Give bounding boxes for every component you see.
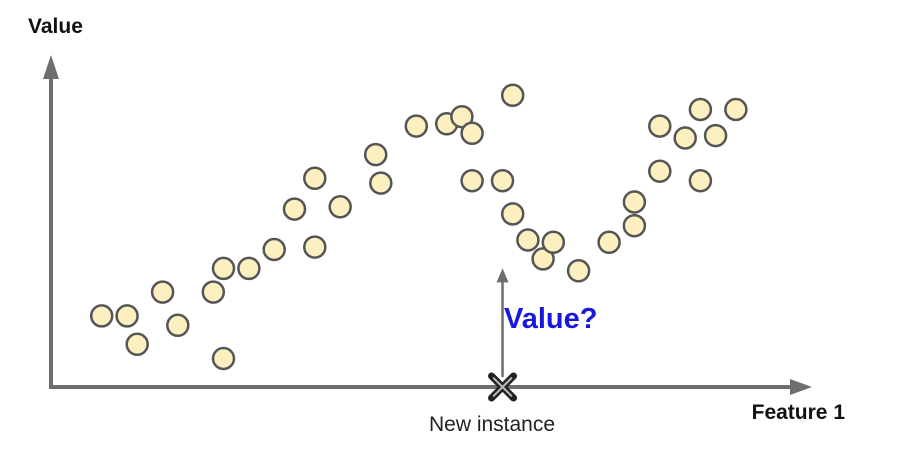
data-point: [166, 313, 190, 338]
data-points: [89, 83, 748, 371]
value-question-label: Value?: [504, 303, 598, 335]
data-point: [460, 121, 484, 146]
data-point: [703, 123, 728, 148]
data-point: [460, 168, 484, 193]
data-point: [688, 97, 713, 122]
new-instance-label: New instance: [429, 413, 555, 436]
data-point: [89, 304, 114, 328]
data-point: [500, 202, 525, 226]
data-point: [566, 259, 591, 283]
data-point: [500, 83, 525, 108]
data-point: [115, 304, 139, 328]
data-point: [622, 190, 647, 214]
query-arrowhead: [496, 268, 509, 283]
data-point: [404, 114, 429, 138]
x-axis-arrowhead: [790, 379, 812, 395]
data-point: [282, 197, 307, 221]
data-point: [262, 237, 286, 262]
data-point: [673, 126, 697, 150]
data-point: [541, 230, 566, 255]
data-point: [211, 346, 236, 371]
data-point: [328, 195, 352, 219]
data-point: [531, 247, 555, 271]
y-axis-arrowhead: [43, 55, 59, 79]
data-point: [688, 168, 713, 193]
data-point: [516, 228, 540, 252]
data-point: [369, 171, 393, 195]
data-point: [450, 104, 474, 129]
data-point: [597, 230, 621, 255]
data-point: [237, 256, 261, 281]
data-point: [490, 168, 515, 193]
data-point: [648, 114, 672, 138]
data-point: [125, 332, 149, 357]
new-instance-marker: [488, 372, 518, 402]
data-point: [201, 280, 226, 304]
data-point: [303, 166, 327, 191]
x-axis-label: Feature 1: [752, 401, 846, 424]
y-axis-label: Value: [28, 15, 83, 38]
data-point: [363, 142, 388, 167]
data-point: [622, 213, 647, 238]
data-point: [303, 235, 327, 259]
data-point: [724, 97, 748, 122]
cross-stroke-highlight: [492, 377, 513, 397]
data-point: [150, 280, 175, 304]
data-point: [211, 256, 236, 281]
data-point: [648, 159, 672, 183]
